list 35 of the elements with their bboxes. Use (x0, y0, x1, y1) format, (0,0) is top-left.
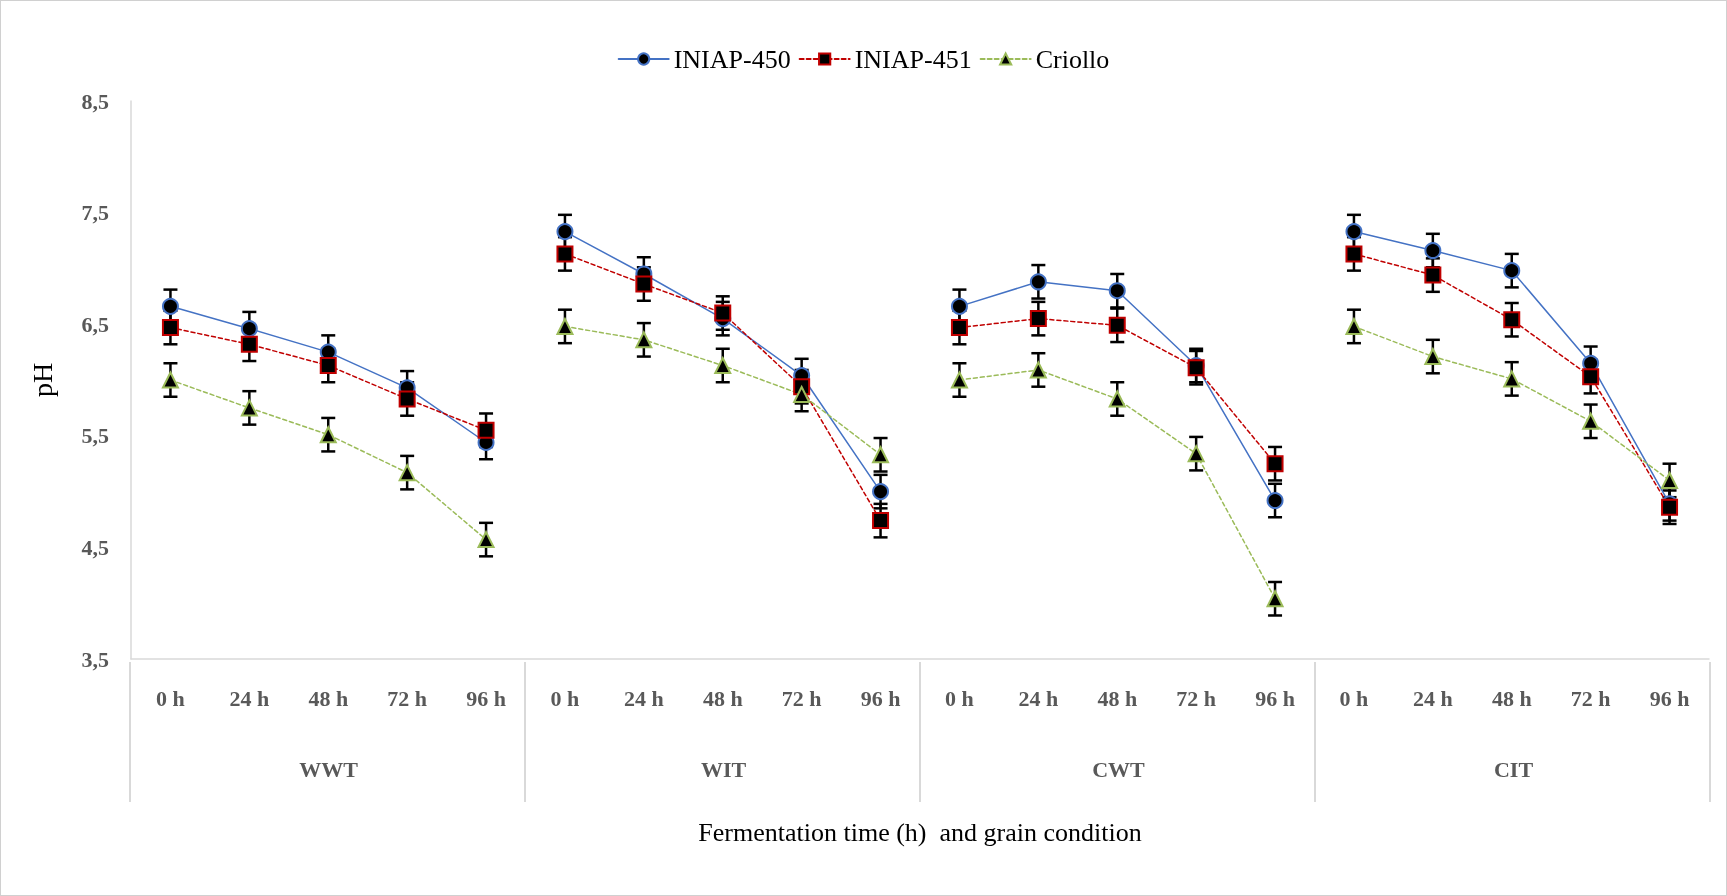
legend-label: Criollo (1035, 44, 1110, 74)
x-tick-label: 48 h (702, 685, 743, 711)
x-tick-label: 24 h (1412, 685, 1453, 711)
text: WIT (700, 756, 747, 782)
y-tick-label: 6,5 (81, 311, 109, 337)
y-tick-label: 4,5 (81, 534, 109, 560)
x-tick-label: 48 h (1491, 685, 1532, 711)
text: WWT (299, 756, 359, 782)
x-tick-label: 0 h (156, 685, 185, 711)
y-tick-label: 5,5 (81, 423, 109, 449)
legend-label: INIAP-451 (854, 44, 972, 74)
x-tick-label: 0 h (945, 685, 974, 711)
x-tick-label: 24 h (229, 685, 270, 711)
x-tick-label: 72 h (1570, 685, 1611, 711)
x-tick-label: 72 h (781, 685, 822, 711)
y-tick-label: 8,5 (81, 88, 109, 114)
x-tick-label: 96 h (1649, 685, 1690, 711)
x-tick-label: 96 h (1255, 685, 1295, 711)
x-tick-label: 96 h (860, 685, 901, 711)
x-tick-label: 0 h (550, 685, 580, 711)
x-tick-label: 24 h (1018, 685, 1059, 711)
text: CWT (1092, 756, 1146, 782)
x-tick-label: 48 h (308, 685, 349, 711)
x-tick-label: 48 h (1097, 685, 1138, 711)
y-tick-label: 3,5 (81, 646, 109, 672)
y-tick-label: 7,5 (81, 200, 109, 226)
x-tick-label: 0 h (1339, 685, 1369, 711)
y-axis-title: pH (26, 362, 58, 398)
legend-label: INIAP-450 (673, 44, 791, 74)
x-tick-label: 72 h (1176, 685, 1217, 711)
x-axis-title: Fermentation time (h) and grain condition (698, 817, 1142, 847)
x-tick-label: 24 h (623, 685, 664, 711)
x-tick-label: 96 h (466, 685, 506, 711)
text: CIT (1493, 756, 1534, 782)
x-tick-label: 72 h (387, 685, 428, 711)
